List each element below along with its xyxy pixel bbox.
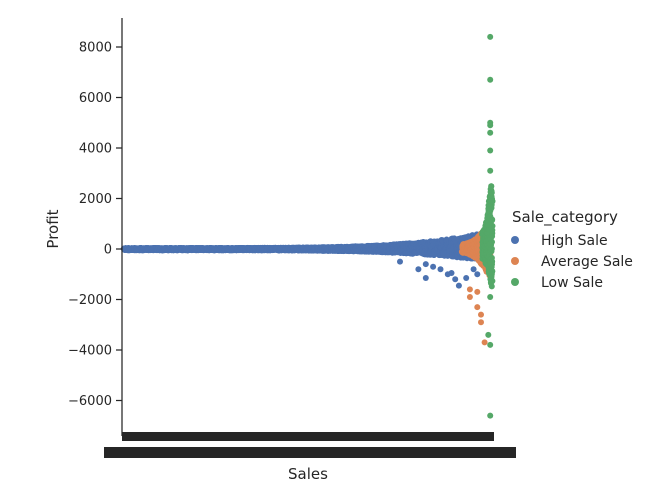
- data-point-outlier: [466, 294, 473, 300]
- legend-marker-average-sale: [511, 257, 519, 265]
- data-point: [489, 239, 495, 245]
- data-point: [489, 278, 496, 284]
- data-point-outlier: [487, 76, 494, 83]
- y-tick-label: −4000: [68, 344, 112, 359]
- data-point-outlier: [478, 311, 484, 318]
- legend-label: High Sale: [541, 233, 608, 249]
- data-point-outlier: [487, 147, 494, 154]
- data-point-outlier: [478, 319, 484, 326]
- data-point-outlier: [448, 270, 455, 276]
- data-point-outlier: [487, 33, 494, 40]
- data-point-outlier: [474, 271, 481, 278]
- data-point: [488, 183, 495, 190]
- data-point: [489, 198, 496, 205]
- y-axis-label: Profit: [44, 209, 62, 248]
- data-point-outlier: [487, 122, 494, 129]
- data-point-outlier: [422, 275, 429, 281]
- data-point-outlier: [485, 331, 492, 338]
- data-point-outlier: [487, 341, 494, 348]
- y-tick-label: −2000: [68, 293, 112, 308]
- series-low-sale: [479, 33, 496, 419]
- data-point-outlier: [397, 258, 403, 265]
- data-point-outlier: [474, 304, 481, 311]
- y-tick-label: −6000: [68, 394, 112, 409]
- data-point-outlier: [437, 266, 444, 273]
- legend-marker-high-sale: [511, 236, 519, 244]
- data-point-outlier: [481, 339, 488, 346]
- legend: Sale_category High Sale Average Sale Low S…: [511, 208, 633, 291]
- points-layer: [120, 33, 496, 419]
- data-point-outlier: [487, 294, 494, 300]
- data-point: [489, 227, 496, 234]
- data-point-outlier: [452, 276, 459, 283]
- y-tick-label: 0: [104, 243, 112, 258]
- data-point-outlier: [430, 263, 437, 270]
- legend-label: Low Sale: [541, 275, 603, 291]
- data-point-outlier: [415, 266, 422, 273]
- data-point: [488, 245, 495, 252]
- y-tick-label: 2000: [79, 192, 112, 207]
- legend-title: Sale_category: [512, 208, 618, 227]
- legend-label: Average Sale: [541, 254, 633, 270]
- y-tick-label: 6000: [79, 91, 112, 106]
- legend-marker-low-sale: [511, 278, 519, 286]
- data-point-outlier: [487, 167, 494, 174]
- data-point: [488, 283, 495, 290]
- data-point: [488, 189, 495, 196]
- x-axis-tick-band: [122, 432, 494, 441]
- data-point: [489, 233, 496, 240]
- data-point-outlier: [487, 129, 494, 136]
- data-point: [488, 271, 495, 278]
- data-point: [489, 217, 496, 224]
- y-tick-label: 4000: [79, 142, 112, 157]
- data-point-outlier: [455, 282, 462, 289]
- data-point-outlier: [470, 266, 477, 273]
- data-point-outlier: [463, 275, 470, 281]
- data-point-outlier: [422, 261, 429, 268]
- y-tick-label: 8000: [79, 41, 112, 56]
- data-point-outlier: [487, 412, 494, 419]
- data-point: [489, 258, 496, 265]
- data-point-outlier: [474, 288, 481, 295]
- x-tick-labels-band: [104, 447, 516, 458]
- data-point-outlier: [466, 286, 473, 293]
- x-axis-label: Sales: [288, 465, 328, 483]
- series-high-sale: [120, 229, 494, 289]
